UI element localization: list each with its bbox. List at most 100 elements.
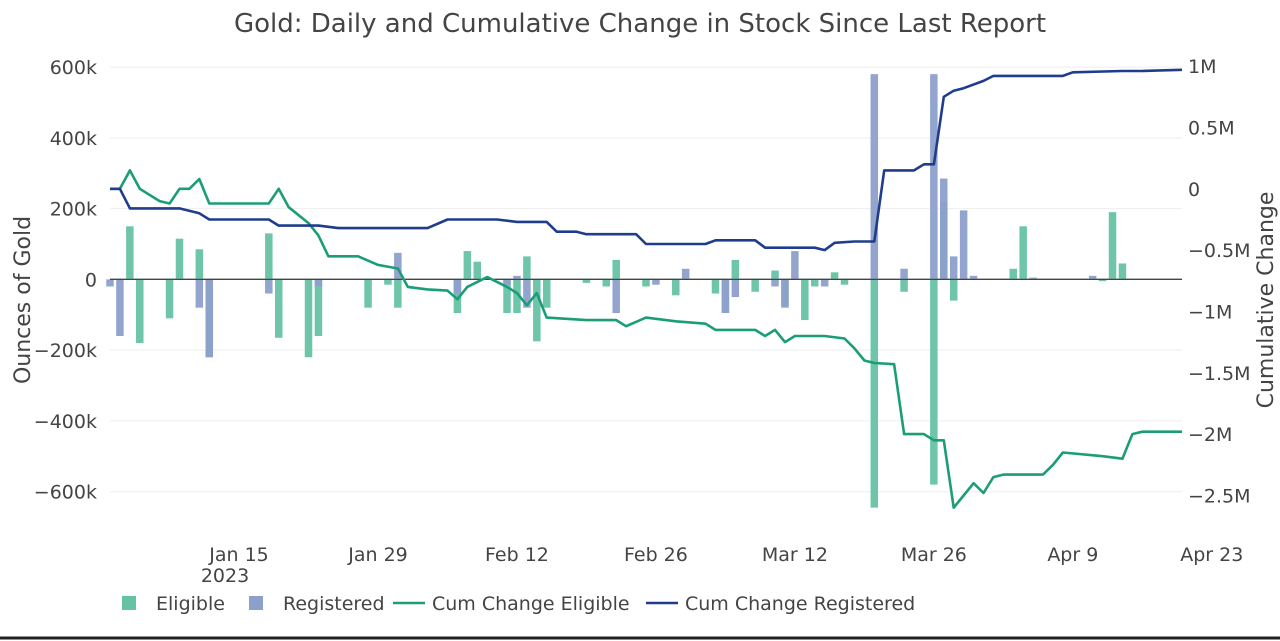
registered-bar: [116, 279, 124, 336]
eligible-bar: [751, 279, 759, 292]
y2-tick-label: 0: [1188, 179, 1200, 201]
registered-bar: [394, 252, 402, 280]
eligible-bar: [840, 279, 849, 285]
y-tick-label: −600k: [34, 482, 97, 504]
eligible-bar: [602, 279, 611, 287]
registered-bar: [513, 275, 521, 280]
y2-tick-label: −1M: [1188, 301, 1232, 323]
registered-bar: [681, 268, 690, 280]
y-tick-label: 200k: [50, 199, 97, 221]
x-tick-label: Jan 29: [347, 544, 408, 566]
eligible-bar: [771, 270, 779, 280]
bars: [106, 74, 1182, 508]
registered-bar: [195, 279, 204, 308]
y2-axis-title: Cumulative Change: [1254, 192, 1279, 409]
eligible-bar: [473, 261, 482, 280]
registered-bar: [870, 74, 879, 280]
registered-bar: [503, 279, 511, 285]
legend-label: Cum Change Eligible: [432, 593, 630, 615]
eligible-bar: [165, 279, 174, 319]
registered-bar: [900, 268, 908, 280]
registered-bar: [314, 279, 323, 287]
eligible-bar: [830, 272, 839, 280]
eligible-bar: [949, 279, 958, 301]
eligible-bar: [503, 279, 511, 313]
registered-bar: [265, 279, 273, 294]
legend-item-cum-change-registered[interactable]: Cum Change Registered: [646, 593, 915, 615]
eligible-bar: [711, 279, 720, 294]
eligible-bar: [136, 279, 144, 344]
legend: Eligible Registered Cum Change Eligible Cum…: [122, 593, 915, 615]
registered-bar: [1088, 275, 1097, 280]
legend-swatch: [249, 596, 263, 610]
eligible-bar: [642, 279, 650, 287]
legend-label: Registered: [283, 593, 385, 615]
y-axis-right-ticks: 1M 0.5M 0 −0.5M −1M −1.5M −2M −2.5M: [1188, 56, 1251, 507]
registered-bar: [959, 210, 968, 280]
eligible-bar: [612, 259, 620, 280]
cum-change-registered-line: [110, 68, 1183, 252]
registered-bar: [820, 279, 829, 287]
y2-tick-label: −1.5M: [1188, 363, 1251, 385]
eligible-bar: [1098, 279, 1107, 282]
registered-bar: [940, 178, 948, 280]
eligible-bar: [513, 279, 521, 313]
registered-bar: [781, 279, 789, 308]
registered-bar: [612, 279, 620, 313]
eligible-bar: [265, 233, 273, 280]
y-tick-label: −200k: [34, 340, 97, 362]
x-tick-label: Apr 9: [1047, 544, 1098, 566]
legend-swatch: [122, 596, 136, 610]
eligible-bar: [394, 279, 402, 308]
eligible-bar: [364, 279, 372, 308]
eligible-bar: [126, 226, 134, 280]
eligible-bar: [463, 251, 472, 280]
cumulative-lines: [110, 68, 1183, 509]
eligible-bar: [175, 238, 184, 280]
legend-item-eligible[interactable]: Eligible: [122, 593, 225, 615]
eligible-bar: [195, 249, 204, 280]
eligible-bar: [1019, 226, 1027, 280]
x-tick-label: Feb 12: [485, 544, 549, 566]
y-tick-label: 400k: [50, 128, 97, 150]
registered-bar: [106, 279, 114, 287]
registered-bar: [969, 275, 978, 280]
y2-tick-label: 1M: [1188, 56, 1216, 78]
x-tick-label: Apr 23: [1180, 544, 1243, 566]
eligible-bar: [314, 279, 323, 336]
eligible-bar: [384, 279, 392, 285]
y-tick-label: 0: [85, 269, 97, 291]
eligible-bar: [304, 279, 313, 358]
eligible-bar: [1118, 263, 1127, 280]
eligible-bar: [900, 279, 908, 292]
eligible-bar: [672, 279, 680, 296]
registered-bar: [652, 279, 660, 285]
y-axis-left-ticks: 600k 400k 200k 0 −200k −400k −600k: [34, 57, 97, 504]
registered-bar: [949, 256, 958, 280]
x-tick-label: Jan 15: [208, 544, 269, 566]
legend-label: Cum Change Registered: [685, 593, 915, 615]
eligible-bar: [274, 279, 283, 338]
eligible-bar: [870, 279, 879, 508]
y2-tick-label: −2M: [1188, 424, 1232, 446]
y2-tick-label: −0.5M: [1188, 240, 1251, 262]
legend-label: Eligible: [156, 593, 225, 615]
x-axis-ticks: Jan 15 Jan 29 Feb 12 Feb 26 Mar 12 Mar 26 Apr …: [208, 544, 1243, 566]
eligible-bar: [533, 279, 541, 342]
x-tick-label: Feb 26: [624, 544, 688, 566]
legend-item-registered[interactable]: Registered: [249, 593, 385, 615]
registered-bar: [205, 279, 214, 358]
y-tick-label: 600k: [50, 57, 97, 79]
y-axis-title: Ounces of Gold: [11, 216, 36, 384]
x-tick-label: Mar 26: [901, 544, 967, 566]
eligible-bar: [523, 256, 531, 280]
legend-item-cum-change-eligible[interactable]: Cum Change Eligible: [393, 593, 630, 615]
eligible-bar: [930, 279, 938, 485]
eligible-bar: [801, 279, 809, 321]
chart-title: Gold: Daily and Cumulative Change in Sto…: [234, 9, 1046, 39]
eligible-bar: [1108, 212, 1117, 280]
registered-bar: [791, 251, 799, 280]
eligible-bar: [810, 279, 819, 287]
x-year-label: 2023: [201, 565, 249, 587]
